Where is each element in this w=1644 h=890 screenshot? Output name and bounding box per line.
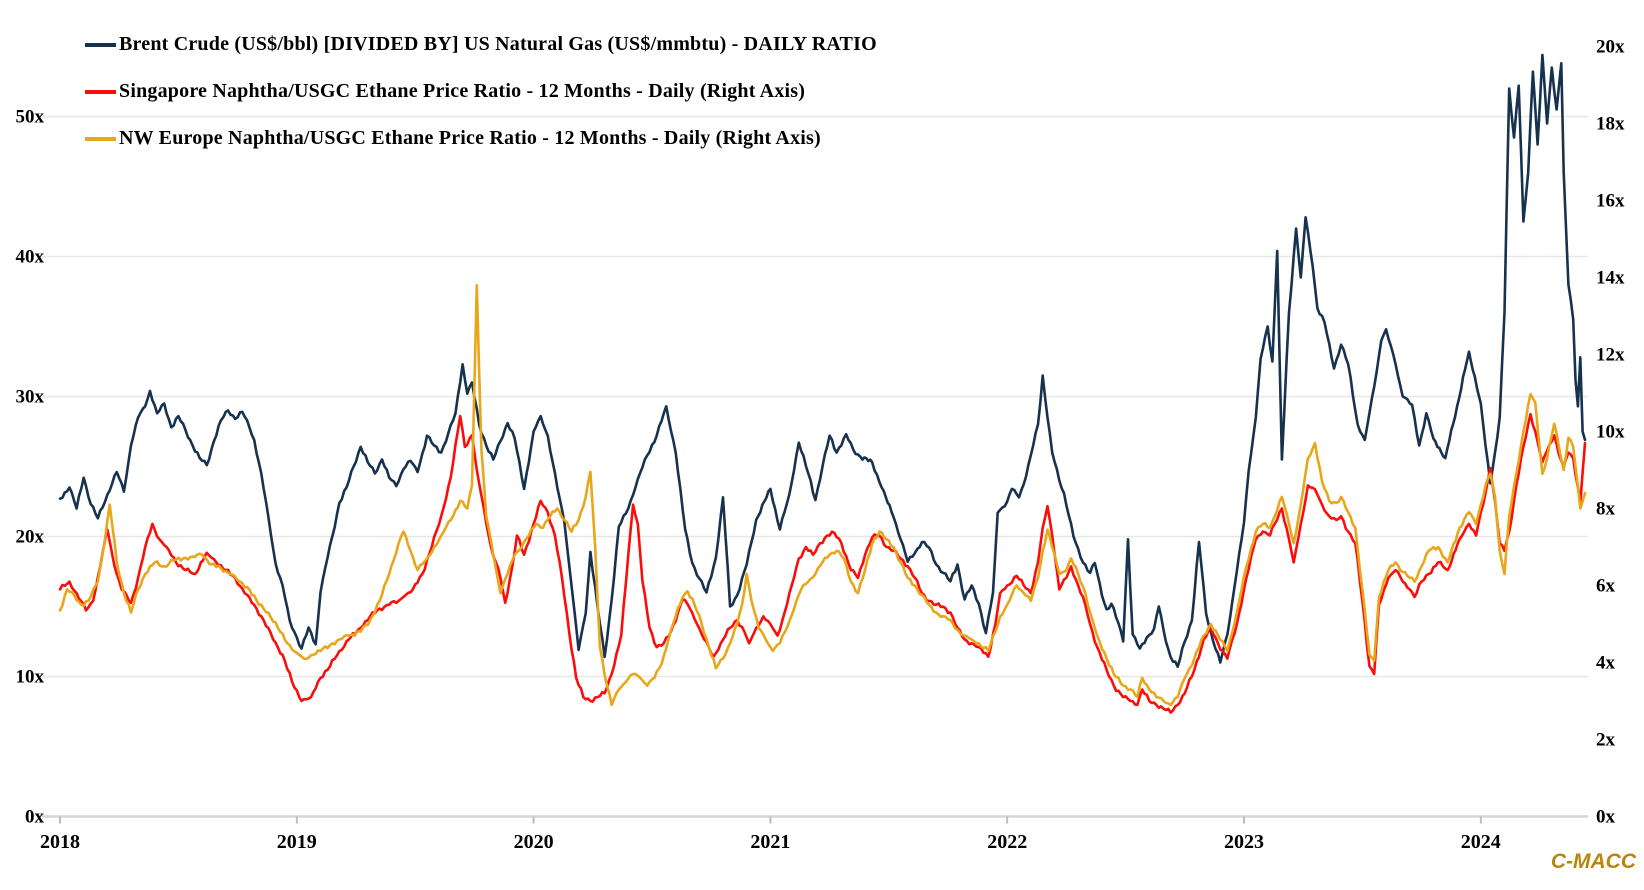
- gold-line-swatch-icon: [85, 136, 116, 141]
- right-tick-14x: 14x: [1596, 267, 1625, 288]
- right-tick-4x: 4x: [1596, 652, 1615, 673]
- right-tick-6x: 6x: [1596, 575, 1615, 596]
- left-tick-0x: 0x: [25, 806, 44, 827]
- year-label-2024: 2024: [1460, 831, 1501, 853]
- series-line-2: [58, 283, 1587, 707]
- legend-item-brent-natgas: Brent Crude (US$/bbl) [DIVIDED BY] US Na…: [85, 33, 877, 56]
- left-tick-50x: 50x: [15, 106, 45, 127]
- legend-label: Brent Crude (US$/bbl) [DIVIDED BY] US Na…: [119, 33, 877, 55]
- right-tick-10x: 10x: [1596, 421, 1625, 442]
- legend-item-nw-europe-naphtha: NW Europe Naphtha/USGC Ethane Price Rati…: [85, 127, 821, 150]
- red-line-swatch-icon: [85, 89, 116, 94]
- year-label-2022: 2022: [987, 831, 1028, 853]
- series-line-0: [58, 53, 1587, 668]
- left-tick-10x: 10x: [15, 666, 45, 687]
- legend-label: Singapore Naphtha/USGC Ethane Price Rati…: [119, 80, 806, 102]
- right-tick-2x: 2x: [1596, 729, 1615, 750]
- right-tick-18x: 18x: [1596, 113, 1625, 134]
- left-tick-30x: 30x: [15, 386, 45, 407]
- right-tick-12x: 12x: [1596, 344, 1625, 365]
- year-label-2018: 2018: [40, 831, 80, 853]
- left-tick-40x: 40x: [15, 246, 45, 267]
- year-label-2021: 2021: [750, 831, 791, 853]
- year-label-2023: 2023: [1224, 831, 1264, 853]
- right-tick-8x: 8x: [1596, 498, 1615, 519]
- left-tick-20x: 20x: [15, 526, 45, 547]
- year-label-2020: 2020: [513, 831, 554, 853]
- year-label-2019: 2019: [276, 831, 317, 853]
- series-line-1: [58, 412, 1587, 714]
- cmacc-watermark: C-MACC: [1550, 850, 1636, 873]
- legend-item-singapore-naphtha: Singapore Naphtha/USGC Ethane Price Rati…: [85, 80, 805, 103]
- right-tick-16x: 16x: [1596, 190, 1625, 211]
- legend-label: NW Europe Naphtha/USGC Ethane Price Rati…: [119, 127, 821, 149]
- right-tick-20x: 20x: [1596, 36, 1625, 57]
- navy-line-swatch-icon: [85, 42, 116, 47]
- right-tick-0x: 0x: [1596, 806, 1615, 827]
